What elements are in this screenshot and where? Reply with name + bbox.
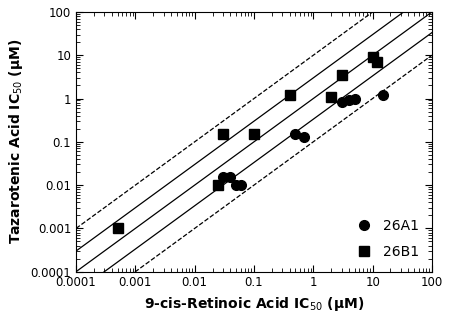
26A1 (234, 183, 239, 187)
26A1 (302, 135, 307, 139)
X-axis label: 9-cis-Retinoic Acid IC$_{50}$ (μM): 9-cis-Retinoic Acid IC$_{50}$ (μM) (144, 295, 364, 313)
26B1 (287, 93, 292, 97)
26A1 (238, 183, 243, 187)
26B1 (339, 73, 344, 77)
26B1 (220, 132, 226, 136)
26A1 (346, 99, 352, 102)
26B1 (115, 227, 120, 230)
Line: 26A1: 26A1 (218, 90, 388, 190)
Line: 26B1: 26B1 (112, 52, 382, 233)
26A1 (293, 132, 298, 136)
Legend: 26A1, 26B1: 26A1, 26B1 (344, 213, 425, 265)
26B1 (370, 55, 375, 59)
26B1 (374, 60, 380, 64)
Y-axis label: Tazarotenic Acid IC$_{50}$ (μM): Tazarotenic Acid IC$_{50}$ (μM) (7, 39, 25, 244)
26A1 (352, 97, 357, 100)
26A1 (380, 93, 386, 97)
26B1 (216, 183, 221, 187)
26A1 (220, 176, 226, 180)
26A1 (228, 176, 233, 180)
26B1 (328, 95, 334, 99)
26B1 (251, 132, 256, 136)
26A1 (339, 100, 344, 103)
